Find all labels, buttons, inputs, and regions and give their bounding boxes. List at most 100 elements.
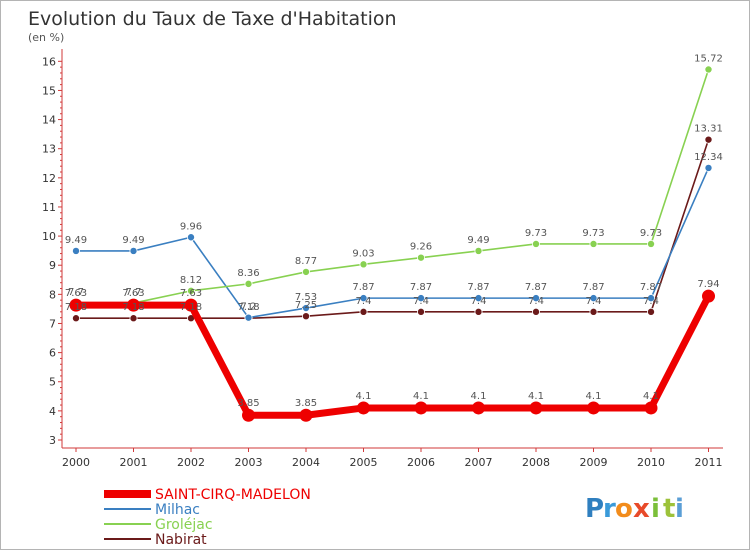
data-point (244, 313, 253, 322)
series-milhac (72, 163, 713, 322)
series-line-saint-cirq-madelon (72, 292, 712, 419)
series-nabirat (72, 135, 713, 323)
data-label: 9.49 (122, 235, 144, 246)
y-tick-label: 12 (42, 172, 56, 185)
x-tick-label: 2002 (177, 456, 205, 469)
data-point (414, 401, 428, 415)
data-point (704, 135, 713, 144)
logo-letter: x (633, 494, 650, 524)
data-label: 9.49 (467, 235, 489, 246)
data-label: 7.4 (356, 296, 372, 307)
data-point (301, 267, 310, 276)
data-point (242, 408, 255, 422)
data-point (301, 312, 310, 321)
data-point (416, 294, 425, 303)
data-point (127, 298, 140, 312)
data-label: 7.63 (180, 288, 202, 299)
x-tick-label: 2006 (407, 456, 435, 469)
y-tick-label: 11 (42, 201, 56, 214)
y-tick-label: 10 (42, 230, 56, 243)
x-tick-label: 2001 (120, 456, 148, 469)
data-label: 13.31 (694, 124, 723, 135)
data-label: 7.63 (122, 288, 144, 299)
x-tick-label: 2011 (695, 456, 723, 469)
data-label: 4.1 (643, 391, 659, 402)
data-point (644, 401, 658, 415)
data-point (474, 307, 483, 316)
data-point (702, 289, 715, 303)
data-point (472, 401, 485, 415)
data-label: 4.1 (356, 391, 372, 402)
data-label: 8.36 (237, 268, 259, 279)
data-point (589, 239, 598, 248)
data-label: 7.4 (471, 296, 487, 307)
logo-letter: t (663, 494, 675, 524)
data-point (301, 304, 310, 313)
x-tick-label: 2009 (580, 456, 608, 469)
data-label: 9.26 (410, 242, 432, 253)
data-point (129, 246, 138, 255)
data-point (532, 307, 541, 316)
data-label: 4.1 (413, 391, 429, 402)
data-label: 7.4 (528, 296, 544, 307)
data-point (704, 163, 713, 172)
y-tick-label: 9 (49, 259, 56, 272)
data-point (704, 65, 713, 74)
legend-label-saint-cirq-madelon: SAINT-CIRQ-MADELON (155, 487, 311, 503)
y-tick-label: 16 (42, 55, 56, 68)
data-label: 12.34 (694, 152, 723, 163)
legend-label-milhac: Milhac (155, 502, 200, 518)
data-point (129, 314, 138, 323)
data-point (299, 408, 313, 422)
series-layer (69, 65, 715, 422)
y-tick-label: 13 (42, 143, 56, 156)
data-point (647, 294, 656, 303)
data-label: 7.87 (410, 282, 432, 293)
series-line-nabirat (75, 138, 710, 320)
x-tick-label: 2008 (522, 456, 550, 469)
data-labels-layer: 7.18 7.18 7.18 7.18 7.25 7.4 7.4 7.4 7.4 7.4 7.4 13… (65, 53, 723, 409)
x-tick-label: 2004 (292, 456, 320, 469)
data-point (474, 294, 483, 303)
data-point (72, 246, 81, 255)
data-label: 7.18 (180, 302, 202, 313)
data-label: 9.03 (352, 248, 374, 259)
data-label: 7.94 (697, 279, 719, 290)
logo-letter: r (603, 494, 616, 524)
data-label: 3.85 (295, 398, 317, 409)
data-label: 7.87 (582, 282, 604, 293)
data-point (647, 239, 656, 248)
data-point (587, 401, 600, 415)
data-label: 7.2 (241, 302, 257, 313)
x-tick-label: 2010 (637, 456, 665, 469)
series-line-grol-jac (75, 68, 710, 304)
data-point (416, 253, 425, 262)
data-label: 3.85 (237, 398, 259, 409)
data-label: 7.4 (643, 296, 659, 307)
data-label: 7.87 (525, 282, 547, 293)
data-label: 7.63 (65, 288, 87, 299)
data-label: 8.12 (180, 275, 202, 286)
series-saint-cirq-madelon (69, 289, 715, 422)
data-label: 7.18 (122, 302, 144, 313)
data-label: 7.7 (126, 287, 142, 298)
data-point (532, 294, 541, 303)
logo-letter: o (615, 494, 633, 524)
legend-label-nabirat: Nabirat (155, 532, 207, 548)
y-tick-label: 6 (49, 347, 56, 360)
logo-letter: i (675, 494, 684, 524)
data-point (589, 294, 598, 303)
series-grol-jac (72, 65, 713, 308)
x-tick-label: 2007 (465, 456, 493, 469)
data-point (72, 314, 81, 323)
y-tick-label: 3 (49, 434, 56, 447)
data-label: 7.18 (237, 302, 259, 313)
x-tick-label: 2005 (350, 456, 378, 469)
y-tick-label: 15 (42, 84, 56, 97)
data-label: 9.73 (582, 228, 604, 239)
proxiti-logo: Pr o x i t i (585, 494, 684, 524)
y-tick-label: 7 (49, 317, 56, 330)
data-point (244, 279, 253, 288)
data-point (359, 294, 368, 303)
